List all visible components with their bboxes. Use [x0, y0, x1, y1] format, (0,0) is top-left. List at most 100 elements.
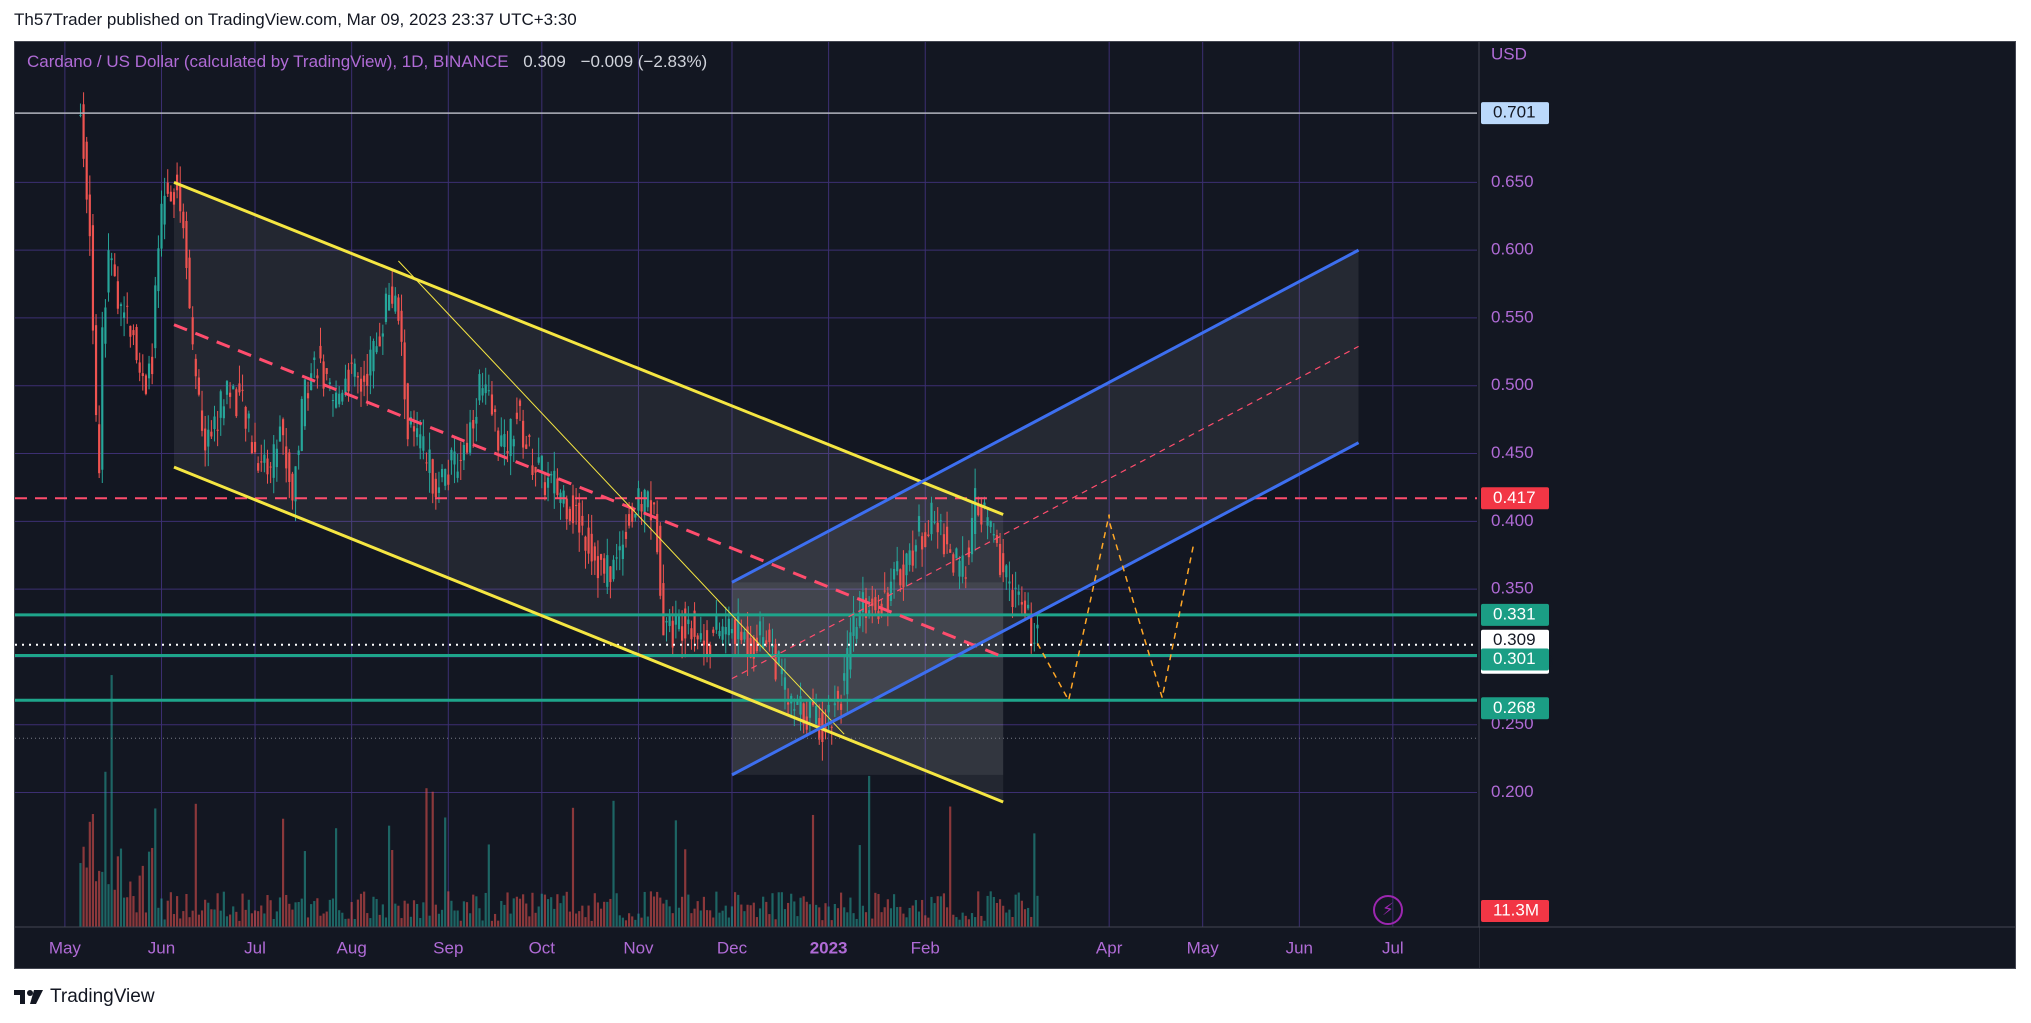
volume-bar — [135, 912, 138, 927]
candle-body — [634, 513, 637, 518]
candle-body — [453, 451, 456, 465]
volume-bar — [138, 875, 141, 927]
volume-bar — [341, 912, 344, 927]
volume-bar — [774, 919, 777, 927]
volume-bar — [596, 902, 600, 927]
volume-bar — [275, 911, 278, 927]
volume-bar — [194, 803, 197, 927]
candle-body — [144, 375, 148, 394]
candle-body — [618, 546, 621, 551]
volume-bar — [824, 903, 827, 927]
price-change: −0.009 (−2.83%) — [580, 52, 708, 71]
candle-body — [905, 553, 908, 576]
chart-panel[interactable]: USD 0.200 0.250 0.350 0.400 0.450 0.500 0.550 0.… — [14, 41, 2016, 969]
lightning-icon[interactable]: ⚡ — [1373, 895, 1403, 925]
candle-body — [643, 489, 646, 515]
volume-bar — [144, 912, 148, 927]
candle-body — [503, 434, 506, 447]
time-tick-Jul: Jul — [1382, 938, 1404, 957]
candle-body — [652, 502, 656, 505]
volume-bar — [637, 913, 640, 927]
price-label-text-top: 0.701 — [1493, 103, 1536, 122]
volume-bar — [493, 913, 497, 927]
candle-body — [743, 632, 746, 640]
candle-body — [631, 506, 634, 522]
candle-body — [123, 312, 126, 318]
candle-body — [310, 373, 313, 390]
volume-bar — [469, 913, 472, 927]
volume-bar — [805, 901, 808, 927]
candle-body — [793, 709, 796, 711]
volume-bar — [487, 844, 490, 927]
candle-body — [883, 590, 886, 592]
candle-body — [702, 640, 706, 646]
volume-bar — [310, 904, 313, 927]
candle-body — [347, 369, 350, 392]
time-axis-background — [15, 927, 1479, 968]
candle-body — [518, 400, 522, 406]
volume-bar — [715, 891, 718, 927]
candles — [79, 92, 1039, 927]
volume-bar — [646, 916, 649, 927]
volume-bar — [836, 908, 840, 927]
candle-body — [132, 330, 135, 336]
volume-bar — [924, 915, 927, 927]
candle-body — [668, 615, 671, 626]
candle-body — [765, 640, 768, 645]
volume-bar — [353, 919, 356, 927]
candle-body — [868, 610, 871, 615]
price-chart[interactable]: USD0.2000.2500.3500.4000.4500.5000.5500.… — [15, 42, 2015, 968]
volume-bar — [877, 894, 880, 927]
volume-bar — [628, 913, 631, 927]
candle-body — [169, 191, 172, 202]
candle-body — [400, 310, 403, 342]
candle-body — [238, 383, 241, 393]
volume-bar — [818, 907, 821, 927]
volume-bar — [1033, 833, 1036, 927]
candle-body — [587, 527, 590, 554]
volume-bar — [758, 908, 762, 927]
volume-bar — [821, 920, 824, 927]
volume-bar — [481, 920, 484, 927]
candle-body — [94, 325, 98, 416]
candle-body — [986, 517, 989, 526]
candle-body — [403, 342, 406, 400]
volume-bar — [780, 892, 783, 927]
volume-bar — [799, 897, 802, 927]
candle-body — [746, 626, 749, 656]
volume-bar — [864, 912, 868, 927]
volume-bar — [917, 911, 921, 927]
volume-bar — [693, 908, 696, 927]
volume-bar — [933, 903, 936, 927]
candle-body — [98, 424, 101, 474]
volume-bar — [232, 906, 235, 927]
candle-body — [1027, 604, 1030, 609]
volume-bar — [179, 918, 182, 927]
volume-bar — [974, 917, 977, 927]
volume-bar — [1027, 907, 1030, 927]
candle-body — [571, 495, 575, 524]
candle-body — [331, 400, 335, 402]
volume-bar — [154, 808, 157, 927]
volume-bar — [983, 920, 986, 927]
volume-bar — [300, 898, 303, 927]
candle-body — [880, 603, 883, 616]
currency-label: USD — [1491, 44, 1527, 63]
candle-body — [484, 384, 487, 394]
candle-body — [961, 555, 964, 577]
ascending-lower-line — [731, 441, 1360, 777]
candle-body — [802, 703, 805, 725]
candle-body — [933, 521, 936, 523]
candle-body — [917, 516, 921, 532]
candle-body — [450, 449, 453, 461]
volume-bar — [945, 907, 949, 927]
volume-bar — [85, 867, 88, 927]
volume-bar — [553, 908, 556, 927]
candle-body — [257, 463, 260, 471]
volume-bar — [531, 892, 534, 927]
volume-bar — [833, 904, 836, 927]
volume-bar — [79, 863, 82, 927]
candle-body — [896, 561, 899, 572]
candle-body — [163, 195, 166, 225]
footer-brand: TradingView — [14, 986, 155, 1008]
